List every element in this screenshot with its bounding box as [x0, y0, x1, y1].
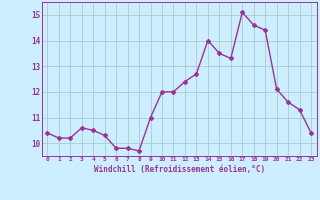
- X-axis label: Windchill (Refroidissement éolien,°C): Windchill (Refroidissement éolien,°C): [94, 165, 265, 174]
